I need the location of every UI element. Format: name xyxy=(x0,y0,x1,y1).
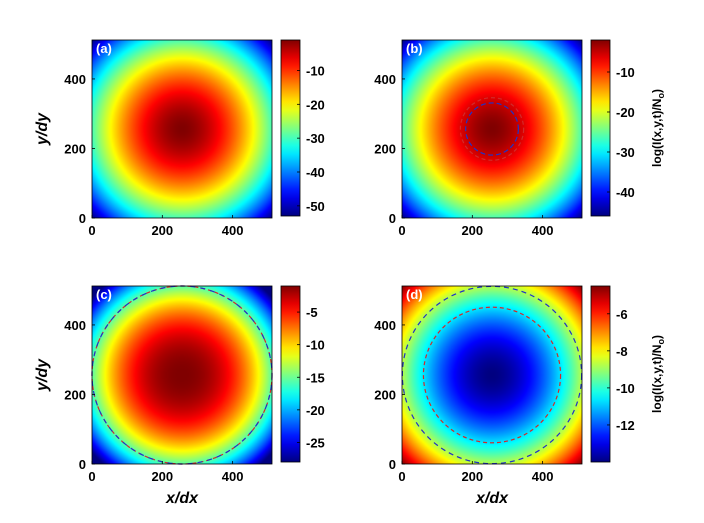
panel-c: 0 200 400 0 200 400 (c) x/dx y/dy -5 -10 -15 -20 -25 xyxy=(34,285,325,507)
colorbar-tick-label: -30 xyxy=(616,145,635,160)
colorbar-label-main: log(I(x,y,t)/N xyxy=(650,99,664,167)
axes-frame xyxy=(401,285,583,465)
y-axis-label: y/dy xyxy=(34,112,51,146)
colorbar-label-sub: o xyxy=(656,339,666,345)
y-tick-label: 400 xyxy=(374,72,396,87)
colorbar-tick-label: -10 xyxy=(306,63,325,78)
colorbar-tick-label: -5 xyxy=(306,305,318,320)
x-tick-label: 200 xyxy=(461,469,483,484)
colorbar-tick-label: -8 xyxy=(616,344,628,359)
colorbar-label: log(I(x,y,t)/No) xyxy=(650,89,666,167)
panel-label: (b) xyxy=(406,41,423,56)
x-tick-label: 400 xyxy=(532,223,554,238)
y-axis-label: y/dy xyxy=(34,358,51,392)
colorbar-tick-label: -40 xyxy=(306,165,325,180)
colorbar-label-end: ) xyxy=(650,89,664,93)
colorbar-tick-label: -12 xyxy=(616,418,635,433)
axes-frame xyxy=(91,285,273,465)
colorbar-tick-label: -10 xyxy=(616,65,635,80)
x-tick-label: 0 xyxy=(88,223,95,238)
colorbar-label-main: log(I(x,y,t)/N xyxy=(650,345,664,413)
y-tick-label: 0 xyxy=(389,211,396,226)
x-tick-label: 400 xyxy=(222,469,244,484)
axes-frame xyxy=(401,39,583,219)
y-tick-label: 200 xyxy=(64,387,86,402)
colorbar xyxy=(590,39,611,217)
heatmap-image xyxy=(402,40,582,218)
x-axis-label: x/dx xyxy=(475,490,509,507)
x-tick-label: 200 xyxy=(151,223,173,238)
colorbar-tick-label: -10 xyxy=(306,338,325,353)
colorbar-tick-label: -30 xyxy=(306,131,325,146)
colorbar-tick-label: -20 xyxy=(616,105,635,120)
heatmap-image xyxy=(402,286,582,464)
x-tick-label: 400 xyxy=(222,223,244,238)
heatmap-image xyxy=(92,286,272,464)
x-tick-label: 0 xyxy=(398,223,405,238)
axes-frame xyxy=(91,39,273,219)
colorbar-tick-label: -20 xyxy=(306,403,325,418)
y-tick-label: 400 xyxy=(374,318,396,333)
colorbar-tick-label: -40 xyxy=(616,185,635,200)
y-tick-label: 200 xyxy=(64,141,86,156)
y-tick-label: 400 xyxy=(64,72,86,87)
y-tick-label: 0 xyxy=(389,457,396,472)
panel-a: 0 200 400 0 200 400 (a) y/dy -10 -20 -30 -40 -50 xyxy=(34,39,325,238)
x-tick-label: 0 xyxy=(88,469,95,484)
contour-circle-1 xyxy=(459,97,525,161)
colorbar-tick-label: -20 xyxy=(306,97,325,112)
panel-d: 0 200 400 0 200 400 (d) x/dx -6 -8 -10 -12 log(I(x,y… xyxy=(374,285,666,507)
x-tick-label: 0 xyxy=(398,469,405,484)
colorbar-label-end: ) xyxy=(650,335,664,339)
colorbar-tick-label: -25 xyxy=(306,435,325,450)
colorbar-tick-label: -15 xyxy=(306,370,325,385)
colorbar-tick-label: -6 xyxy=(616,307,628,322)
contour-circle-2 xyxy=(465,102,519,156)
colorbar xyxy=(280,39,301,217)
heatmap-image xyxy=(92,40,272,218)
colorbar-tick-label: -10 xyxy=(616,381,635,396)
colorbar xyxy=(590,285,611,463)
x-tick-label: 400 xyxy=(532,469,554,484)
y-tick-label: 0 xyxy=(79,457,86,472)
panel-label: (a) xyxy=(96,41,112,56)
panel-label: (c) xyxy=(96,287,112,302)
y-tick-label: 400 xyxy=(64,318,86,333)
x-axis-label: x/dx xyxy=(165,490,199,507)
colorbar-tick-label: -50 xyxy=(306,199,325,214)
panel-b: 0 200 400 0 200 400 (b) -10 -20 -30 -40 log(I(x,y,t… xyxy=(374,39,666,238)
y-tick-label: 200 xyxy=(374,141,396,156)
panel-label: (d) xyxy=(406,287,423,302)
colorbar-label: log(I(x,y,t)/No) xyxy=(650,335,666,413)
y-tick-label: 200 xyxy=(374,387,396,402)
x-tick-label: 200 xyxy=(151,469,173,484)
y-tick-label: 0 xyxy=(79,211,86,226)
x-tick-label: 200 xyxy=(461,223,483,238)
colorbar-label-sub: o xyxy=(656,93,666,99)
colorbar xyxy=(280,285,301,463)
contour-circle-2 xyxy=(422,306,562,444)
